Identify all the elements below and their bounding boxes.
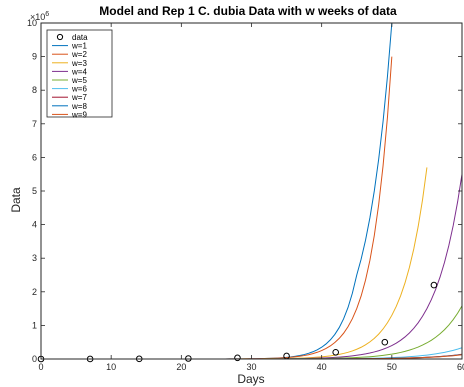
series-line-w5	[41, 305, 463, 360]
data-point	[430, 281, 438, 289]
legend-label: w=9	[71, 110, 87, 119]
data-point	[332, 348, 340, 356]
legend-label: w=3	[71, 59, 87, 68]
y-tick-label: 7	[32, 119, 37, 129]
series-line-w4	[41, 174, 463, 360]
data-point	[381, 338, 389, 346]
y-axis-exponent-power: 6	[45, 11, 49, 18]
y-tick-label: 10	[27, 18, 37, 28]
y-tick-label: 8	[32, 85, 37, 95]
legend-label: w=1	[71, 42, 87, 51]
x-tick-label: 20	[176, 362, 186, 372]
y-axis-exponent-base: ×10	[30, 12, 45, 22]
legend-label: w=2	[71, 50, 87, 59]
y-tick-label: 6	[32, 152, 37, 162]
x-tick-label: 0	[38, 362, 43, 372]
x-tick-label: 50	[387, 362, 397, 372]
plot-area-border	[40, 22, 463, 360]
y-tick-label: 4	[32, 220, 37, 230]
x-tick-label: 10	[106, 362, 116, 372]
y-axis-exponent: ×106	[30, 11, 49, 22]
legend-label: w=8	[71, 102, 87, 111]
legend-label: w=5	[71, 76, 87, 85]
chart-title: Model and Rep 1 C. dubia Data with w wee…	[99, 4, 397, 18]
y-tick-label: 1	[32, 320, 37, 330]
x-tick-label: 40	[317, 362, 327, 372]
legend-marker-data	[56, 33, 64, 41]
x-tick-label: 30	[246, 362, 256, 372]
y-tick-label: 2	[32, 287, 37, 297]
data-points	[37, 281, 438, 363]
legend-label: w=4	[71, 67, 87, 76]
x-axis-label: Days	[237, 372, 264, 386]
data-point	[234, 354, 241, 362]
y-tick-label: 5	[32, 186, 37, 196]
x-tick-label: 60	[457, 362, 464, 372]
legend-label: data	[72, 33, 88, 42]
y-tick-label: 0	[32, 354, 37, 364]
y-tick-label: 3	[32, 253, 37, 263]
legend-label: w=6	[71, 85, 87, 94]
legend-box	[46, 29, 113, 118]
y-ticks: 0 1 2 3 4 5 6 7 8 9 10	[27, 18, 462, 364]
legend-label: w=7	[71, 93, 87, 102]
y-axis-label: Data	[9, 187, 23, 213]
data-point	[185, 355, 192, 362]
y-tick-label: 9	[32, 52, 37, 62]
